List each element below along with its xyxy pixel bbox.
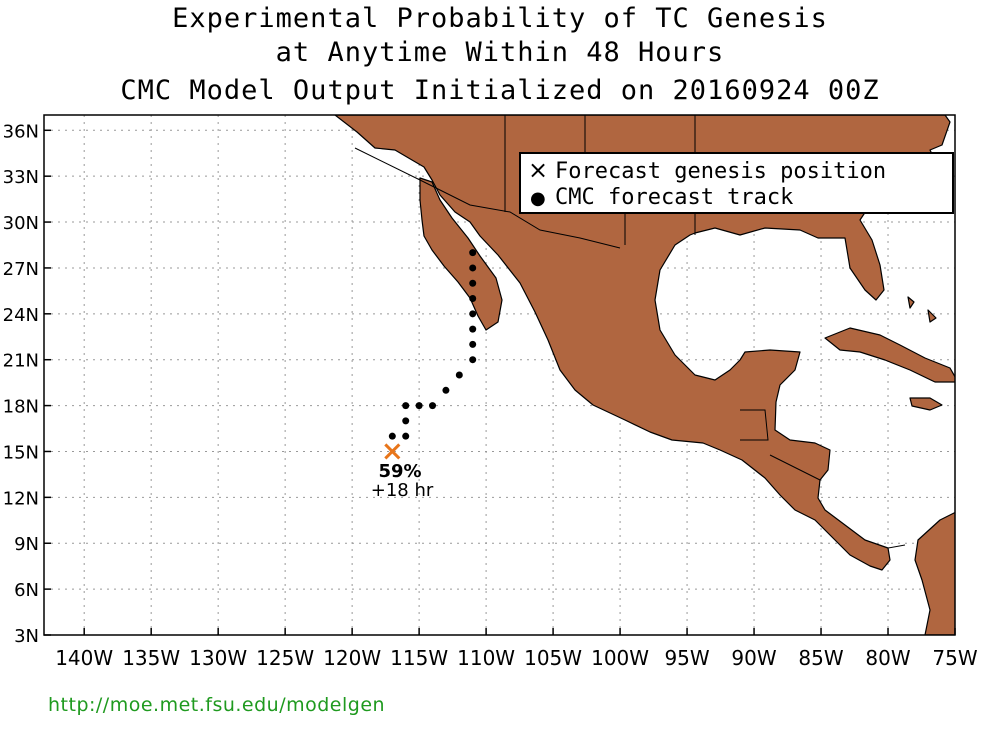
lat-tick-label: 36N (3, 121, 39, 142)
lat-tick-label: 3N (14, 626, 39, 647)
track-point (402, 417, 410, 425)
title-line-1: Experimental Probability of TC Genesis (172, 3, 828, 34)
genesis-probability: 59% (378, 461, 421, 482)
cuba (824, 327, 955, 383)
north-america-landmass (334, 115, 951, 571)
title-line-2: at Anytime Within 48 Hours (275, 37, 725, 68)
lat-tick-label: 15N (3, 442, 39, 463)
axes: 140W 135W 130W 125W 120W 115W 110W 105W 100W 95W 9… (3, 121, 978, 670)
legend-label-genesis: Forecast genesis position (555, 159, 886, 184)
lon-tick-label: 85W (798, 646, 843, 670)
lat-tick-label: 24N (3, 305, 39, 326)
lon-tick-label: 80W (865, 646, 910, 670)
land (334, 115, 955, 635)
title-line-3: CMC Model Output Initialized on 20160924… (120, 75, 880, 106)
source-url[interactable]: http://moe.met.fsu.edu/modelgen (48, 694, 386, 716)
track-point (469, 340, 477, 348)
track-point (402, 432, 410, 440)
lat-tick-label: 6N (14, 580, 39, 601)
genesis-marker (384, 443, 401, 460)
track-point (469, 279, 477, 287)
lat-tick-label: 33N (3, 167, 39, 188)
legend-x-symbol: × (528, 156, 548, 184)
jamaica (909, 397, 943, 411)
genesis-x-stroke (384, 443, 401, 460)
lon-tick-label: 100W (591, 646, 649, 670)
track-point (455, 371, 463, 379)
lon-tick-label: 140W (55, 646, 113, 670)
forecast-track (388, 249, 477, 440)
lat-tick-label: 30N (3, 213, 39, 234)
lon-tick-label: 90W (731, 646, 776, 670)
plot-frame (43, 114, 956, 636)
lon-tick-label: 75W (932, 646, 977, 670)
lat-tick-label: 21N (3, 351, 39, 372)
lon-tick-label: 95W (664, 646, 709, 670)
lon-tick-label: 115W (390, 646, 448, 670)
track-point (442, 386, 450, 394)
lat-tick-label: 27N (3, 259, 39, 280)
track-point (469, 310, 477, 318)
lat-tick-label: 12N (3, 488, 39, 509)
track-point (469, 295, 477, 303)
track-point (415, 402, 423, 410)
lon-tick-label: 125W (256, 646, 314, 670)
lon-tick-label: 105W (524, 646, 582, 670)
track-point (469, 264, 477, 272)
genesis-lead-time: +18 hr (371, 480, 434, 501)
lon-tick-label: 135W (122, 646, 180, 670)
baja-california (419, 177, 503, 331)
track-point (388, 432, 396, 440)
lat-tick-label: 18N (3, 397, 39, 418)
legend-box (519, 152, 954, 214)
legend-label-track: CMC forecast track (555, 185, 793, 210)
legend: × Forecast genesis position ● CMC foreca… (519, 152, 954, 214)
lon-tick-label: 110W (457, 646, 515, 670)
track-point (469, 325, 477, 333)
lon-tick-label: 130W (189, 646, 247, 670)
bahamas (907, 296, 937, 323)
track-point (429, 402, 437, 410)
lon-tick-label: 120W (323, 646, 381, 670)
track-point (469, 249, 477, 257)
legend-dot-symbol: ● (530, 188, 546, 209)
track-point (469, 356, 477, 364)
lat-tick-label: 9N (14, 534, 39, 555)
south-america (914, 511, 955, 635)
track-point (402, 402, 410, 410)
